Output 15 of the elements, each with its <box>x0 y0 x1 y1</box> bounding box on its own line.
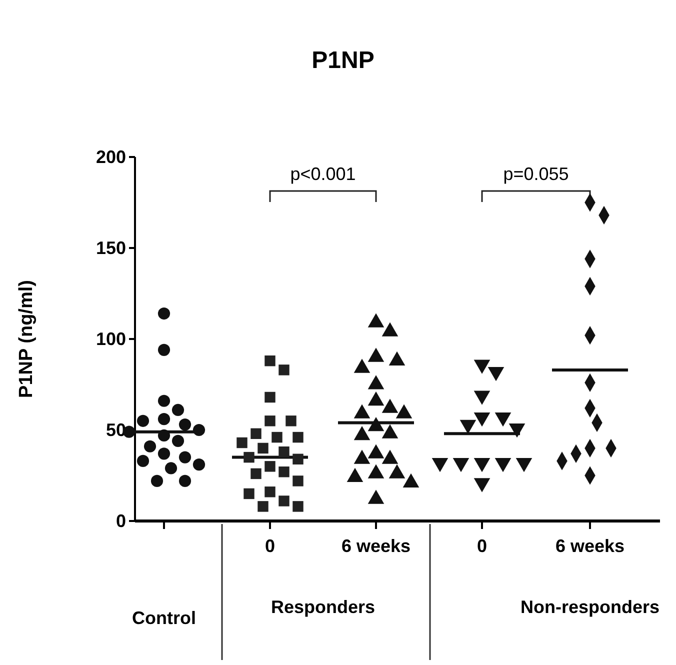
x-tick-label: 0 <box>476 536 488 556</box>
y-tick-label: 0 <box>116 510 126 531</box>
x-axis-title: Non-responders <box>520 597 660 617</box>
x-tick-label: Control <box>132 608 196 628</box>
x-axis-title: Responders <box>270 597 376 617</box>
y-tick-label: 100 <box>96 328 126 349</box>
x-tick-label: 0 <box>264 536 276 556</box>
x-tick-label: 6 weeks <box>341 536 411 556</box>
y-tick-label: 150 <box>96 238 126 258</box>
y-axis-title: P1NP (ng/ml) <box>16 280 37 398</box>
x-tick-label: 6 weeks <box>555 536 625 556</box>
chart-title: P1NP <box>312 47 374 74</box>
annotation: p=0.055 <box>503 164 569 184</box>
y-tick-label: 200 <box>96 146 126 167</box>
annotation: p<0.001 <box>290 164 356 184</box>
